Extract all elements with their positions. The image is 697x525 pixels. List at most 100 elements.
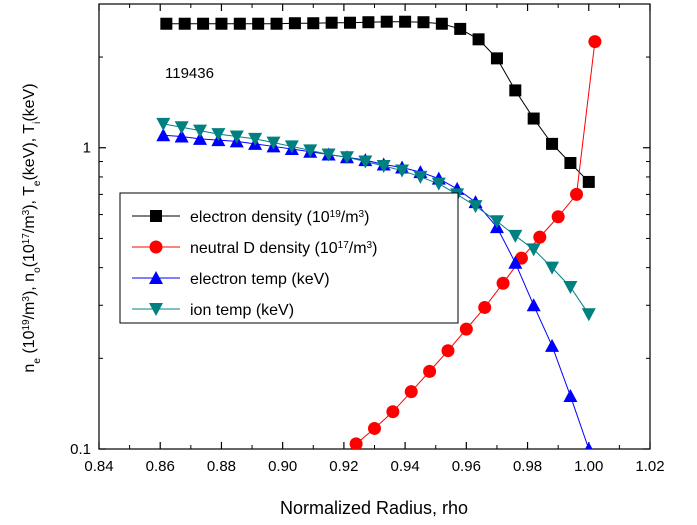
data-point — [404, 385, 418, 399]
data-point — [441, 344, 455, 358]
data-point — [399, 15, 412, 28]
y-axis-label: ne (1019/m3), no(1017/m3), Te(keV), Ti(k… — [21, 83, 43, 372]
data-point — [233, 17, 246, 30]
data-point — [545, 338, 560, 352]
x-tick-label: 1.00 — [574, 458, 603, 475]
data-point — [546, 137, 559, 150]
legend-label: electron temp (keV) — [190, 271, 330, 288]
data-point — [551, 210, 565, 224]
legend: electron density (1019/m3) neutral D dens… — [119, 192, 459, 324]
legend-entry: electron density (1019/m3) — [132, 209, 369, 227]
data-point — [472, 33, 485, 46]
data-point — [395, 164, 410, 178]
data-point — [588, 35, 602, 49]
y-axis-ticks: 0.11 — [70, 3, 650, 458]
data-point — [349, 437, 363, 449]
data-point — [413, 170, 428, 184]
data-point — [270, 17, 283, 30]
data-point — [459, 322, 473, 336]
data-point — [215, 17, 228, 30]
data-point — [423, 364, 437, 378]
legend-entry: ion temp (keV) — [132, 302, 294, 319]
data-point — [193, 124, 208, 138]
data-point — [266, 136, 281, 150]
legend-marker — [149, 240, 163, 254]
x-axis-label: Normalized Radius, rho — [280, 498, 468, 518]
x-tick-label: 0.94 — [391, 458, 420, 475]
data-point — [321, 148, 336, 162]
data-point — [508, 255, 523, 269]
x-tick-label: 0.92 — [329, 458, 358, 475]
data-point — [380, 15, 393, 28]
x-tick-label: 0.88 — [207, 458, 236, 475]
data-point — [570, 187, 584, 201]
legend-entry: neutral D density (1017/m3) — [132, 240, 377, 258]
data-point — [563, 280, 578, 294]
series-1 — [349, 35, 602, 449]
x-tick-label: 1.02 — [635, 458, 664, 475]
legend-marker — [149, 271, 163, 284]
data-point — [229, 130, 244, 144]
y-tick-label: 1 — [83, 140, 91, 157]
legend-entry: electron temp (keV) — [132, 271, 330, 288]
data-point — [581, 308, 596, 322]
data-point — [527, 112, 540, 125]
data-point — [358, 155, 373, 169]
data-point — [307, 17, 320, 30]
data-point — [252, 17, 265, 30]
annotation-label: 119436 — [165, 65, 214, 82]
data-point — [156, 128, 171, 142]
data-point — [362, 16, 375, 29]
data-point — [368, 421, 381, 435]
x-tick-label: 0.86 — [146, 458, 175, 475]
series-0 — [160, 15, 595, 188]
legend-box — [119, 192, 459, 324]
data-point — [174, 121, 189, 135]
x-axis-ticks: 0.84 0.86 0.88 0.90 0.92 0.94 0.96 0.98 1.00 1.02 — [84, 4, 665, 475]
x-tick-label: 0.84 — [84, 458, 113, 475]
data-point — [303, 144, 318, 158]
data-point — [468, 200, 483, 214]
data-point — [508, 229, 523, 243]
x-tick-label: 0.98 — [513, 458, 542, 475]
data-point — [496, 276, 510, 290]
data-point — [376, 159, 391, 173]
data-point — [582, 175, 595, 188]
data-point — [431, 177, 446, 191]
legend-label: neutral D density (1017/m3) — [190, 240, 377, 258]
series-layer — [156, 15, 602, 449]
data-point — [178, 17, 191, 30]
data-point — [417, 16, 430, 29]
data-point — [174, 129, 189, 143]
data-point — [526, 298, 541, 312]
data-point — [248, 132, 263, 146]
data-point — [509, 84, 522, 97]
legend-marker — [149, 303, 163, 316]
data-point — [435, 17, 448, 30]
legend-marker — [150, 210, 162, 222]
series-3 — [156, 117, 596, 322]
data-point — [585, 442, 593, 449]
data-point — [288, 17, 301, 30]
data-point — [211, 128, 226, 142]
data-point — [197, 17, 210, 30]
data-point — [526, 243, 541, 257]
data-point — [284, 140, 299, 154]
y-tick-label: 0.1 — [70, 441, 91, 458]
data-point — [344, 16, 357, 29]
series-line — [166, 21, 590, 183]
data-point — [489, 215, 504, 229]
data-point — [563, 388, 578, 402]
data-point — [386, 405, 400, 419]
data-point — [545, 261, 560, 275]
data-point — [325, 16, 338, 29]
data-point — [339, 151, 354, 165]
data-point — [564, 156, 577, 169]
data-point — [490, 52, 503, 65]
x-tick-label: 0.90 — [268, 458, 297, 475]
data-point — [454, 22, 467, 35]
data-point — [193, 131, 208, 145]
legend-label: electron density (1019/m3) — [190, 209, 369, 227]
data-point — [533, 230, 547, 244]
